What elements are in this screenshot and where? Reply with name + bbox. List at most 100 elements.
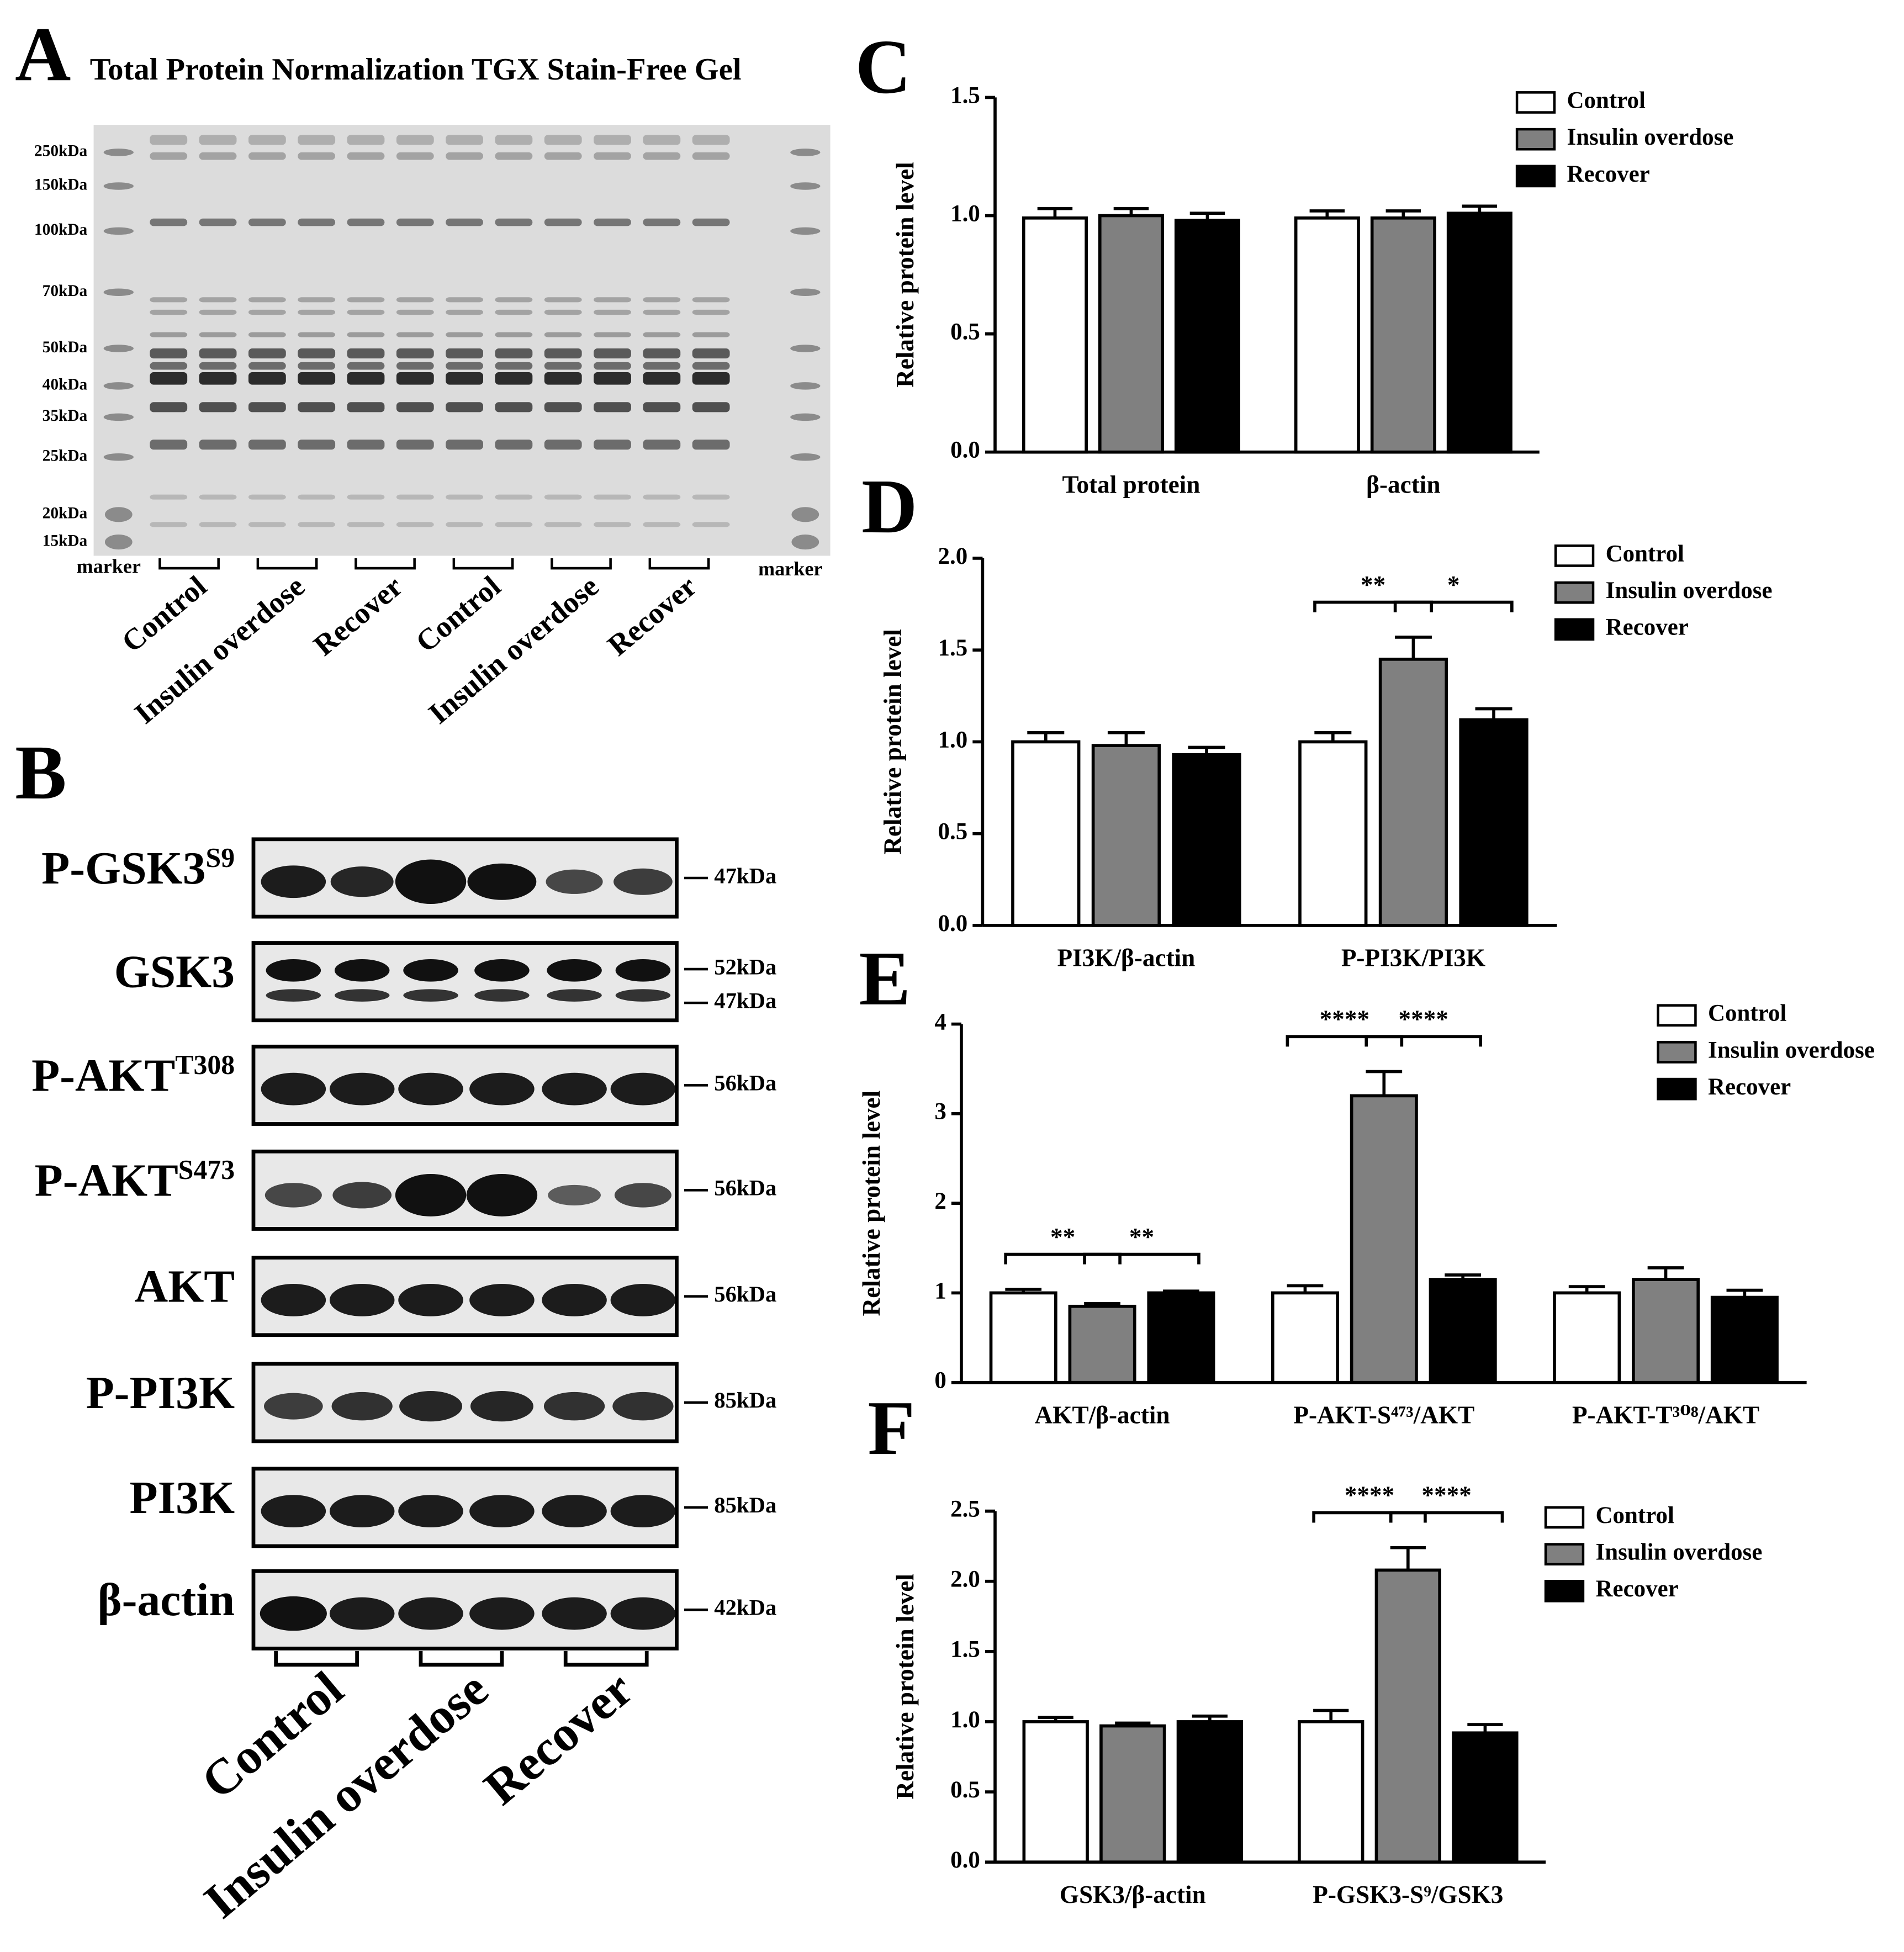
significance-bracket — [1083, 1252, 1200, 1265]
y-tick-label: 0.0 — [938, 911, 968, 937]
lane-label: Insulin overdose — [128, 569, 311, 730]
gel-band — [495, 309, 533, 315]
gel-band — [199, 440, 237, 450]
blot-band — [395, 1173, 467, 1216]
blot-name: β-actin — [98, 1574, 235, 1626]
gel-band — [248, 494, 286, 500]
significance-label: **** — [1320, 1005, 1369, 1033]
y-tick-label: 1.5 — [938, 635, 968, 661]
x-tick-label: PI3K/β-actin — [1057, 944, 1195, 972]
bar — [1022, 1720, 1089, 1864]
blot-band — [334, 959, 390, 982]
blot-band — [266, 959, 321, 982]
size-label: 56kDa — [714, 1071, 776, 1096]
gel-band — [150, 218, 188, 226]
gel-band — [347, 372, 385, 385]
legend-label: Insulin overdose — [1596, 1540, 1763, 1565]
bar — [1271, 1291, 1339, 1384]
blot-band — [403, 989, 458, 1002]
gel-band — [396, 332, 434, 337]
bar — [1429, 1278, 1497, 1384]
gel-band — [347, 332, 385, 337]
x-tick-label: β-actin — [1366, 470, 1440, 498]
legend-label: Control — [1567, 87, 1646, 113]
bar — [1098, 214, 1164, 454]
gel-band — [495, 152, 533, 160]
gel-band — [692, 332, 730, 337]
group-bracket — [274, 1651, 359, 1667]
legend-label: Insulin overdose — [1567, 124, 1734, 150]
y-tick-label: 4 — [934, 1009, 946, 1035]
gel-band — [298, 332, 336, 337]
blot-band — [329, 1072, 395, 1105]
gel-band — [446, 135, 484, 145]
bar — [1553, 1291, 1621, 1384]
blot-band — [329, 1597, 395, 1630]
panel-label: F — [868, 1385, 915, 1471]
gel-band — [544, 372, 582, 385]
gel-band — [544, 348, 582, 359]
y-tick-label: 1.5 — [950, 82, 980, 108]
marker-size-label: 40kDa — [43, 376, 88, 394]
gel-band — [347, 348, 385, 359]
gel-band — [495, 362, 533, 370]
legend-swatch — [1657, 1077, 1697, 1101]
gel-band — [643, 152, 681, 160]
y-tick-label: 1.0 — [950, 1707, 980, 1733]
gel-band — [692, 135, 730, 145]
gel-band — [594, 348, 631, 359]
blot-band — [398, 1072, 463, 1105]
gel-band — [446, 297, 484, 303]
marker-size-label: 70kDa — [43, 282, 88, 300]
gel-band — [446, 152, 484, 160]
gel-band — [150, 372, 188, 385]
significance-label: **** — [1399, 1005, 1448, 1033]
gel-band — [199, 402, 237, 412]
gel-band — [347, 362, 385, 370]
gel-band — [248, 309, 286, 315]
bar — [1446, 211, 1512, 454]
bar — [1452, 1731, 1519, 1864]
x-tick-label: AKT/β-actin — [1035, 1401, 1170, 1429]
gel-band — [544, 362, 582, 370]
size-label: 56kDa — [714, 1176, 776, 1200]
marker-band — [103, 149, 134, 156]
significance-bracket — [1393, 600, 1514, 612]
significance-label: ** — [1050, 1223, 1075, 1251]
gel-band — [347, 309, 385, 315]
blot-band — [467, 863, 537, 900]
y-tick-label: 0.5 — [950, 1777, 980, 1803]
gel-band — [544, 332, 582, 337]
blot-label: P-AKTT308 — [31, 1050, 235, 1101]
blot-band — [548, 1184, 601, 1205]
y-axis-label: Relative protein level — [891, 1574, 919, 1800]
bar — [1091, 744, 1161, 927]
lane-bracket — [158, 558, 220, 570]
gel-band — [298, 152, 336, 160]
bar — [1147, 1291, 1215, 1384]
gel-band — [248, 152, 286, 160]
legend-label: Control — [1708, 1001, 1786, 1027]
gel-band — [396, 440, 434, 450]
blot-label: β-actin — [98, 1574, 235, 1626]
gel-band — [396, 218, 434, 226]
gel-band — [298, 494, 336, 500]
y-tick-label: 1 — [934, 1278, 946, 1304]
lane-bracket — [648, 558, 710, 570]
blot-band — [261, 1072, 326, 1105]
blot-band — [260, 1596, 327, 1631]
blot-name: P-AKT — [35, 1155, 178, 1207]
panel-label: D — [861, 464, 917, 549]
legend-label: Recover — [1567, 161, 1650, 187]
legend-label: Recover — [1596, 1576, 1679, 1602]
y-tick-label: 2.5 — [950, 1496, 980, 1522]
gel-band — [298, 348, 336, 359]
y-tick-label: 0.0 — [950, 437, 980, 463]
gel — [93, 125, 831, 556]
marker-band — [791, 534, 819, 550]
gel-band — [347, 152, 385, 160]
significance-label: * — [1447, 571, 1460, 599]
blot-superscript: S9 — [206, 843, 235, 873]
blot-band — [261, 1284, 326, 1316]
legend-swatch — [1515, 91, 1556, 114]
